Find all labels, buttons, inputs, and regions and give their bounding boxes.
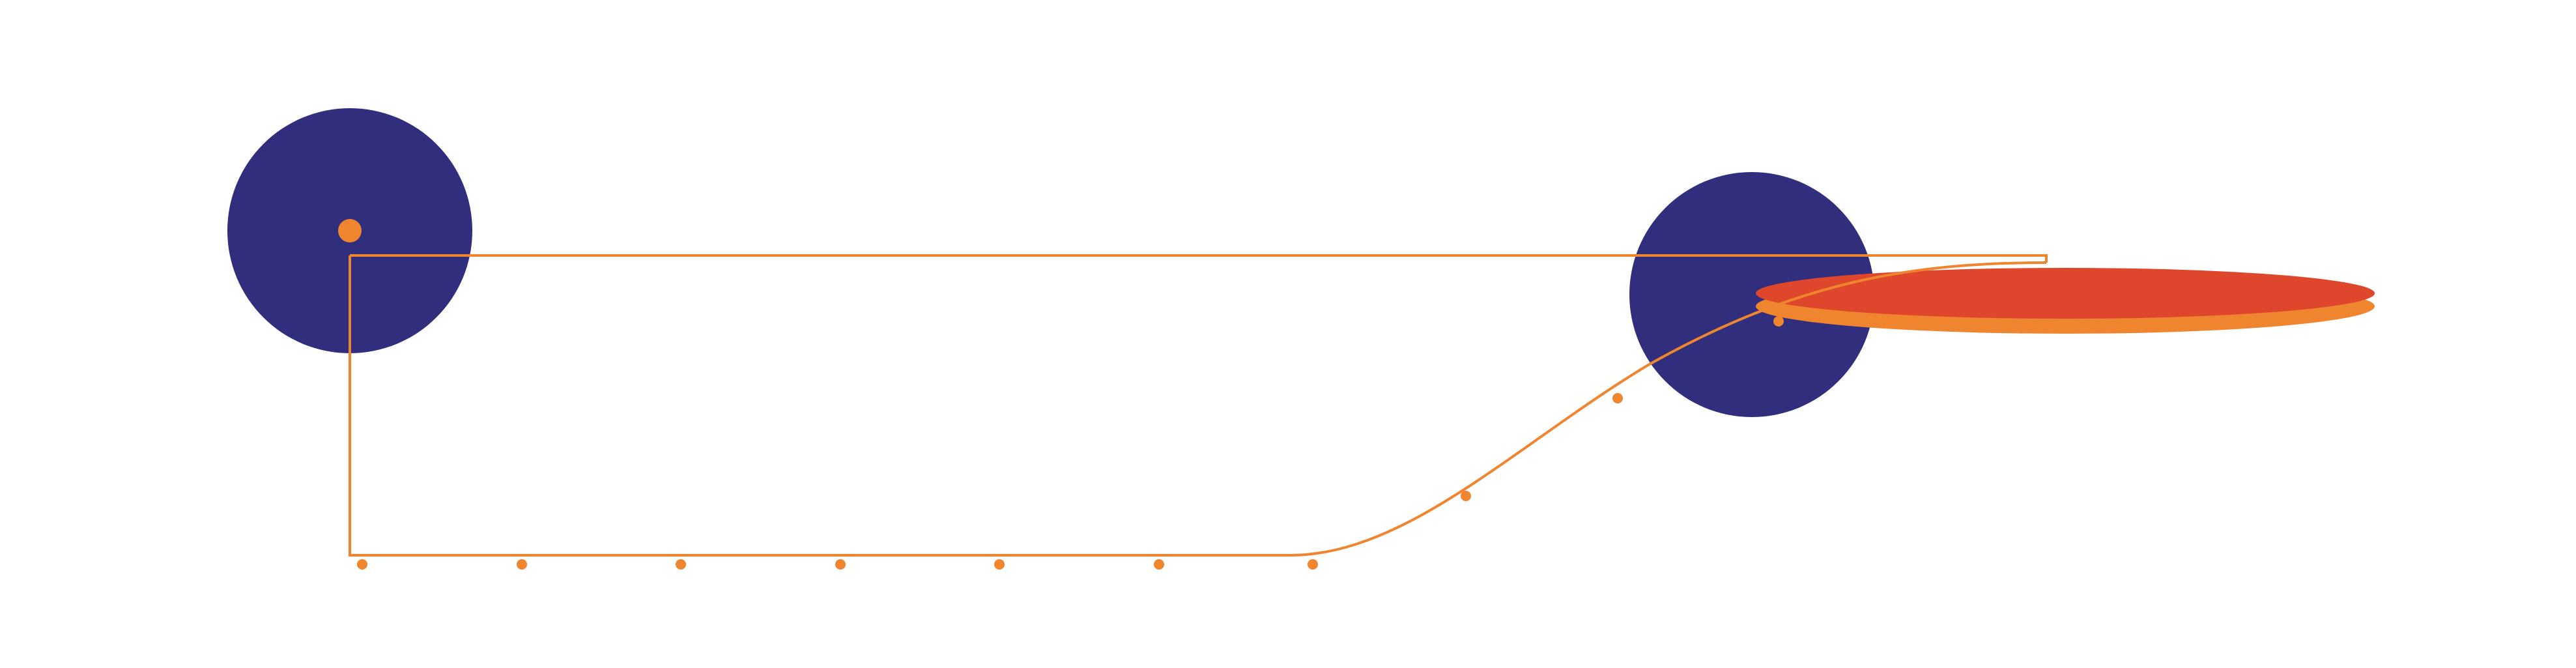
curve-dot <box>1308 559 1318 570</box>
curve-dot <box>994 559 1005 570</box>
dot-series <box>357 316 1784 570</box>
curve-dot <box>357 559 367 570</box>
sigmoid-curve <box>349 255 2047 557</box>
curve-dot <box>1154 559 1164 570</box>
curve-dot <box>676 559 686 570</box>
curve-dot <box>1773 316 1784 327</box>
curve-dot <box>1612 393 1623 403</box>
curve-dot <box>517 559 527 570</box>
center-dot-left <box>338 219 362 242</box>
flat-ellipse-red <box>1756 268 2375 319</box>
frame-path <box>350 254 2048 263</box>
large-circle-right <box>1629 172 1874 417</box>
curve-dot <box>1461 491 1471 501</box>
curve-dot <box>835 559 846 570</box>
